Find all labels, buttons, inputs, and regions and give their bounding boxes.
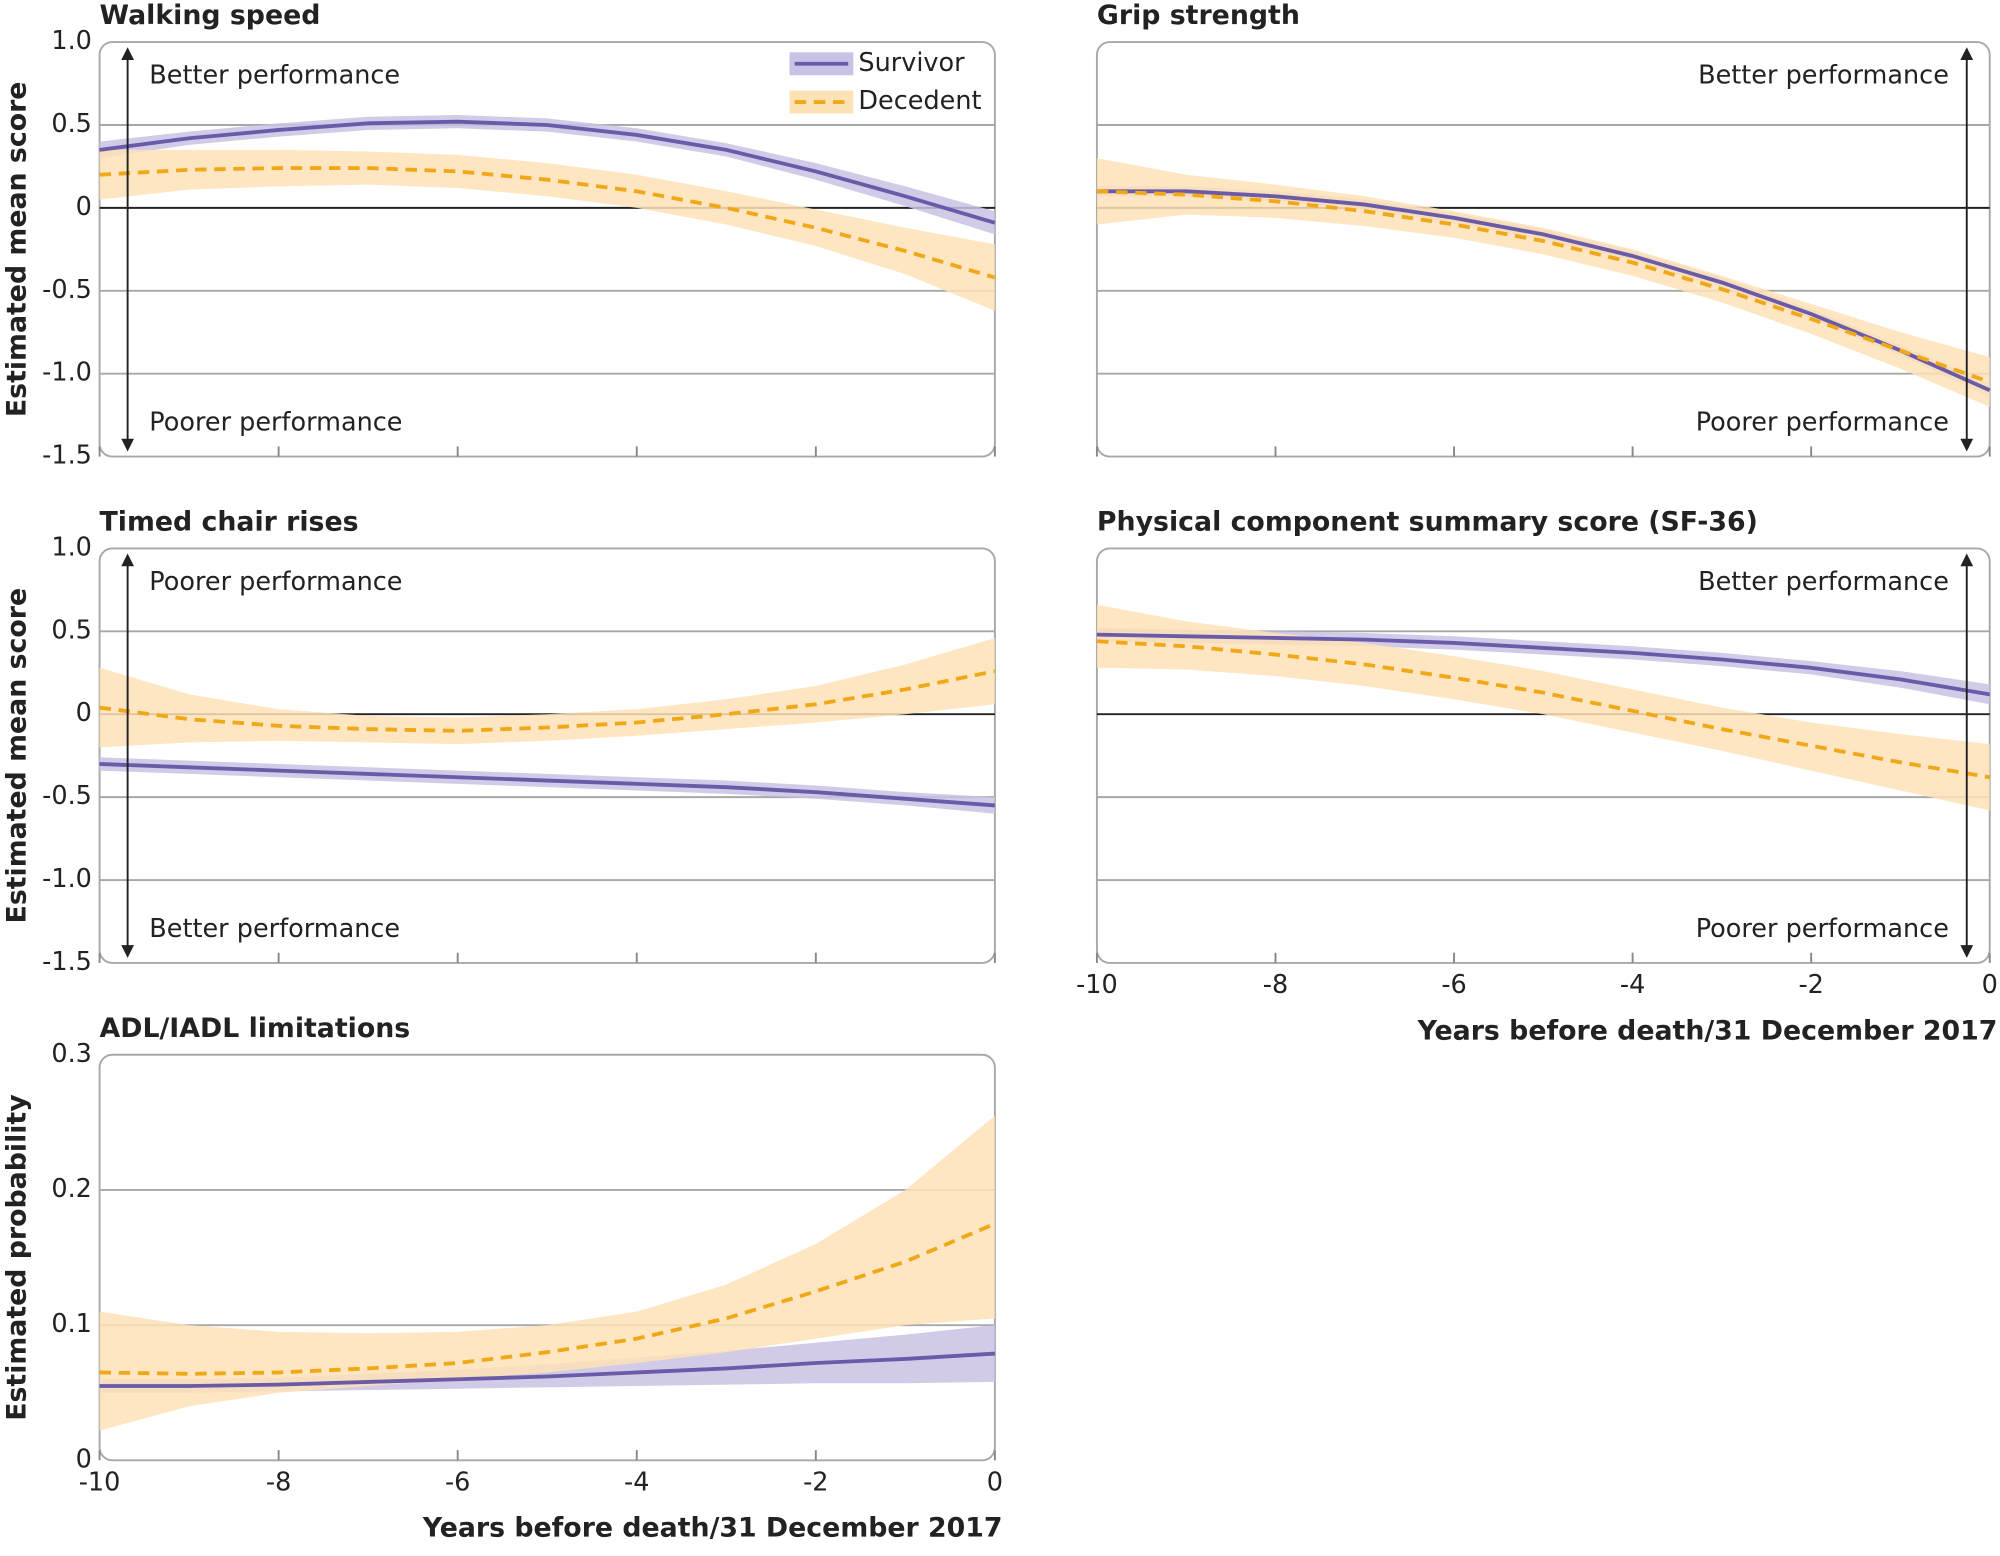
y-tick-label: 1.0 xyxy=(51,26,92,56)
plot-frame xyxy=(98,547,996,964)
arrow-head xyxy=(1960,438,1974,452)
y-tick-label: 0.5 xyxy=(51,615,92,645)
y-tick-label: 0.3 xyxy=(51,1039,92,1069)
confidence-band xyxy=(99,149,995,311)
y-tick-label: -0.5 xyxy=(42,275,92,305)
panel: Walking speed 1.0 0.5 0 -0.5 -1.0 -1.5 Estimate… xyxy=(1,0,996,471)
x-axis-label: Years before death/31 December 2017 xyxy=(422,1513,1003,1544)
x-tick-label: -4 xyxy=(1620,970,1645,1000)
legend-label: Survivor xyxy=(858,48,965,78)
y-axis-label: Estimated mean score xyxy=(1,588,32,924)
x-tick-label: -2 xyxy=(803,1467,828,1497)
series-line xyxy=(1096,189,1991,384)
y-tick-label: 0.1 xyxy=(51,1309,92,1339)
series-line xyxy=(99,1351,996,1388)
confidence-band xyxy=(99,637,995,748)
arrow-head xyxy=(1960,945,1974,958)
y-tick-label: 0.5 xyxy=(51,109,92,139)
x-tick-label: -8 xyxy=(266,1467,291,1497)
series-line xyxy=(99,119,996,225)
annotation: Better performance xyxy=(1698,61,1949,91)
series-line xyxy=(1096,632,1991,697)
x-tick-label: -6 xyxy=(1441,970,1466,1000)
series-line xyxy=(1096,189,1991,393)
y-tick-label: 1.0 xyxy=(51,532,92,562)
arrow-head xyxy=(1960,47,1974,60)
annotation: Poorer performance xyxy=(149,567,402,597)
arrow-head xyxy=(121,438,134,452)
y-tick-label: 0 xyxy=(76,192,92,222)
series-line xyxy=(1096,639,1991,780)
confidence-band xyxy=(1096,158,1990,407)
annotation: Better performance xyxy=(149,61,400,91)
panel-title: Physical component summary score (SF-36) xyxy=(1097,506,1758,537)
annotation: Poorer performance xyxy=(1696,407,1949,437)
confidence-band xyxy=(99,115,995,235)
x-axis-label: Years before death/31 December 2017 xyxy=(1417,1015,1998,1046)
series-line xyxy=(99,166,996,280)
panel: Grip strength Better performance Poorer pe… xyxy=(1095,0,1991,458)
panel-title: Grip strength xyxy=(1097,0,1300,31)
panel: Physical component summary score (SF-36)… xyxy=(1076,506,1998,1046)
y-tick-label: 0.2 xyxy=(51,1174,92,1204)
annotation: Better performance xyxy=(149,914,400,944)
annotation: Better performance xyxy=(1698,567,1949,597)
arrow-head xyxy=(1960,553,1974,567)
panel: Timed chair rises 1.0 0.5 0 -0.5 -1.0 -1.5 Esti… xyxy=(1,506,996,977)
x-tick-label: -4 xyxy=(624,1467,649,1497)
annotation: Poorer performance xyxy=(149,407,402,437)
y-tick-label: -0.5 xyxy=(42,781,92,811)
plot-frame xyxy=(1095,41,1991,458)
x-tick-label: 0 xyxy=(987,1467,1003,1497)
y-axis-label: Estimated probability xyxy=(1,1094,32,1420)
y-tick-label: -1.0 xyxy=(42,358,92,388)
x-tick-label: -10 xyxy=(79,1467,121,1497)
x-tick-label: -2 xyxy=(1798,970,1823,1000)
panel-title: Timed chair rises xyxy=(100,506,359,537)
y-axis-label: Estimated mean score xyxy=(1,82,32,418)
confidence-band xyxy=(99,1115,995,1431)
y-tick-label: -1.5 xyxy=(42,947,92,977)
confidence-band xyxy=(1096,604,1990,811)
series-line xyxy=(99,1221,996,1376)
annotation: Poorer performance xyxy=(1696,914,1949,944)
series-line xyxy=(99,669,996,733)
x-tick-label: -6 xyxy=(445,1467,470,1497)
arrow-head xyxy=(121,47,134,60)
panel-title: ADL/IADL limitations xyxy=(100,1013,411,1044)
arrow-head xyxy=(121,553,134,567)
y-tick-label: -1.5 xyxy=(42,441,92,471)
y-tick-label: 0 xyxy=(76,698,92,728)
y-tick-label: 0 xyxy=(76,1444,92,1474)
legend-label: Decedent xyxy=(858,86,981,116)
x-tick-label: 0 xyxy=(1982,970,1998,1000)
x-tick-label: -10 xyxy=(1076,970,1118,1000)
y-tick-label: -1.0 xyxy=(42,864,92,894)
arrow-head xyxy=(121,945,134,958)
series-line xyxy=(99,762,996,808)
confidence-band xyxy=(99,757,995,814)
x-tick-label: -8 xyxy=(1263,970,1288,1000)
panel-title: Walking speed xyxy=(100,0,321,31)
